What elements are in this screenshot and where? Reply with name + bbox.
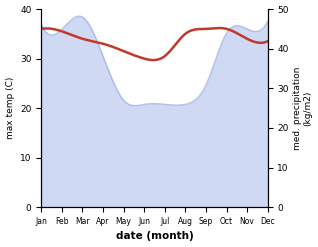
Y-axis label: med. precipitation
(kg/m2): med. precipitation (kg/m2): [293, 66, 313, 150]
Y-axis label: max temp (C): max temp (C): [5, 77, 15, 139]
X-axis label: date (month): date (month): [116, 231, 193, 242]
